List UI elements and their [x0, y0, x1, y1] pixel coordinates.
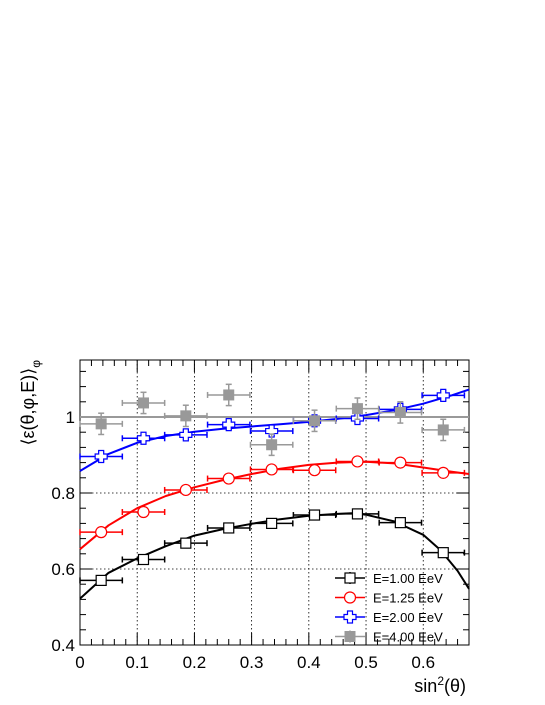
data-point — [79, 526, 124, 539]
data-point — [292, 464, 337, 477]
point-marker — [308, 464, 321, 477]
point-marker — [223, 389, 235, 401]
y-tick-label: 0.8 — [51, 484, 75, 503]
x-tick-label: 0.5 — [354, 653, 378, 672]
point-marker — [437, 547, 449, 559]
legend-label: E=4.00 EeV — [373, 630, 443, 645]
x-tick-label: 0.4 — [297, 653, 321, 672]
x-axis-label: sin2(θ) — [414, 674, 466, 696]
x-tick-label: 0.6 — [411, 653, 435, 672]
point-marker — [265, 424, 279, 438]
point-marker — [95, 526, 108, 539]
data-point — [121, 431, 166, 445]
point-marker — [222, 418, 236, 432]
fit-curve-1 — [79, 460, 470, 550]
data-point — [378, 517, 423, 529]
point-marker — [137, 505, 150, 519]
axis-ticks — [79, 360, 469, 646]
y-tick-label: 0.4 — [51, 636, 75, 655]
point-marker — [179, 483, 192, 497]
point-marker — [436, 388, 450, 402]
point-marker — [223, 522, 235, 534]
legend-label: E=1.25 EeV — [373, 591, 443, 606]
data-point — [206, 383, 251, 407]
y-axis-label: ⟨ε(θ,φ,E)⟩φ — [18, 360, 43, 446]
point-marker — [222, 472, 235, 485]
point-marker — [437, 466, 450, 479]
data-point — [378, 401, 423, 424]
legend-label: E=1.00 EeV — [373, 571, 443, 586]
data-point — [163, 537, 208, 549]
data-point — [378, 456, 423, 469]
legend-label: E=2.00 EeV — [373, 610, 443, 625]
data-point — [421, 418, 466, 442]
point-marker — [394, 456, 407, 469]
legend-entry: E=1.25 EeV — [335, 591, 443, 606]
data-point — [292, 509, 337, 521]
data-point — [163, 483, 208, 497]
legend-entry: E=1.00 EeV — [335, 571, 443, 586]
point-marker — [351, 455, 364, 468]
data-point — [249, 433, 294, 457]
data-point — [79, 412, 124, 436]
legend-marker — [343, 610, 357, 624]
point-marker — [266, 439, 278, 451]
point-marker — [137, 397, 149, 409]
point-marker — [137, 553, 150, 566]
point-marker — [179, 428, 193, 442]
point-marker — [394, 517, 406, 529]
legend-marker — [343, 591, 357, 604]
legend-entry: E=4.00 EeV — [335, 630, 443, 645]
point-marker — [265, 463, 278, 476]
y-tick-label: 1 — [66, 408, 75, 427]
data-point — [206, 472, 251, 485]
data-point — [79, 449, 124, 464]
data-point — [421, 466, 466, 479]
point-marker — [180, 537, 192, 549]
x-tick-label: 0 — [75, 653, 84, 672]
data-point — [79, 574, 124, 587]
point-marker — [94, 449, 108, 464]
legend: E=1.00 EeV E=1.25 EeV E=2.00 EeV E=4.00 EeV — [335, 571, 443, 645]
point-marker — [95, 418, 107, 430]
y-tick-label: 0.6 — [51, 560, 75, 579]
data-point — [121, 505, 166, 519]
data-point — [249, 517, 294, 530]
data-point — [335, 508, 380, 520]
legend-marker — [344, 631, 356, 642]
legend-marker — [344, 572, 356, 584]
point-marker — [351, 508, 364, 520]
data-point — [206, 522, 251, 534]
data-point — [249, 463, 294, 476]
data-point — [249, 424, 294, 438]
data-point — [335, 455, 380, 468]
data-point — [335, 397, 380, 421]
fit-curve-0 — [79, 512, 470, 600]
point-marker — [136, 431, 151, 445]
data-point — [163, 404, 208, 428]
point-marker — [394, 406, 406, 418]
data-point — [206, 418, 251, 432]
x-tick-label: 0.2 — [183, 653, 207, 672]
point-marker — [308, 509, 321, 521]
point-marker — [180, 410, 192, 422]
data-point — [163, 428, 208, 442]
data-point — [121, 391, 166, 415]
point-marker — [309, 415, 321, 427]
point-marker — [266, 517, 278, 530]
x-tick-label: 0.3 — [240, 653, 264, 672]
point-marker — [437, 424, 449, 436]
tick-labels: 0 0.1 0.2 0.3 0.4 0.5 0.6 0.4 0.6 0.8 1 — [51, 408, 435, 672]
x-tick-label: 0.1 — [125, 653, 149, 672]
data-points — [79, 383, 466, 587]
data-point — [421, 547, 466, 559]
point-marker — [351, 403, 363, 415]
data-point — [421, 388, 466, 402]
data-point — [121, 553, 166, 566]
fit-curves — [79, 388, 470, 600]
point-marker — [95, 574, 107, 587]
data-point — [292, 409, 337, 433]
legend-entry: E=2.00 EeV — [335, 610, 443, 625]
